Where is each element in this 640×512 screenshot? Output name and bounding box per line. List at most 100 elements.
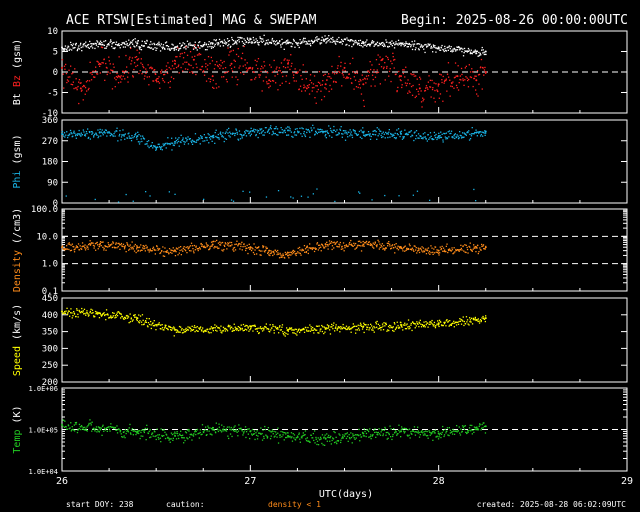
y-axis-label-text: Bt Bz (gsm) bbox=[12, 39, 23, 105]
data-point bbox=[279, 252, 281, 254]
data-point bbox=[80, 311, 82, 314]
data-point bbox=[354, 438, 356, 440]
data-point bbox=[115, 313, 118, 316]
data-anchor-point bbox=[362, 325, 365, 328]
data-point bbox=[116, 44, 118, 46]
data-point bbox=[139, 250, 141, 252]
data-point bbox=[225, 131, 227, 133]
data-point bbox=[169, 143, 171, 145]
data-point bbox=[178, 437, 180, 440]
data-point bbox=[126, 66, 128, 68]
data-point bbox=[353, 434, 355, 436]
data-point bbox=[423, 324, 425, 327]
data-point bbox=[119, 248, 121, 250]
data-point bbox=[454, 430, 457, 432]
data-point bbox=[218, 327, 220, 329]
data-point bbox=[73, 251, 76, 253]
data-point bbox=[244, 328, 246, 330]
data-point bbox=[395, 243, 397, 245]
data-point bbox=[471, 424, 473, 427]
data-point bbox=[460, 67, 463, 70]
data-point bbox=[309, 40, 311, 42]
data-point bbox=[124, 46, 126, 48]
data-point bbox=[111, 134, 113, 136]
data-point bbox=[345, 130, 347, 132]
data-point bbox=[399, 43, 401, 45]
data-point bbox=[480, 66, 482, 68]
data-point bbox=[88, 136, 90, 139]
data-point bbox=[416, 321, 418, 323]
data-point bbox=[428, 44, 430, 46]
data-point bbox=[395, 327, 397, 329]
data-point bbox=[143, 430, 145, 432]
data-point bbox=[309, 74, 312, 76]
data-point bbox=[275, 127, 277, 130]
data-point bbox=[312, 247, 314, 249]
data-point bbox=[424, 326, 426, 328]
data-point bbox=[457, 249, 459, 251]
y-axis-label: Bt Bz (gsm) bbox=[12, 39, 23, 105]
data-point bbox=[224, 72, 226, 74]
data-point bbox=[258, 432, 260, 434]
data-point bbox=[251, 428, 254, 431]
data-point bbox=[298, 46, 300, 49]
data-point bbox=[454, 76, 456, 78]
data-point bbox=[88, 87, 90, 90]
data-point bbox=[410, 136, 412, 138]
data-point bbox=[424, 434, 426, 436]
data-point bbox=[203, 70, 205, 72]
data-point bbox=[179, 141, 181, 143]
data-point bbox=[82, 310, 84, 312]
data-point bbox=[284, 335, 286, 337]
data-point bbox=[451, 431, 453, 433]
data-point bbox=[453, 252, 455, 254]
data-point bbox=[134, 134, 136, 136]
data-point bbox=[100, 46, 103, 48]
data-point bbox=[73, 313, 76, 315]
data-point bbox=[308, 86, 310, 89]
data-point bbox=[66, 245, 68, 247]
data-point bbox=[169, 441, 171, 443]
data-point bbox=[360, 80, 362, 82]
data-point bbox=[482, 315, 484, 318]
data-point bbox=[146, 317, 148, 320]
data-anchor-point bbox=[287, 42, 289, 45]
data-point bbox=[161, 327, 164, 329]
data-point bbox=[183, 331, 186, 333]
data-point bbox=[381, 429, 383, 431]
data-point bbox=[214, 142, 216, 144]
data-point bbox=[93, 43, 95, 45]
data-point bbox=[316, 40, 319, 42]
data-point bbox=[133, 245, 135, 247]
data-point bbox=[326, 79, 328, 81]
data-point bbox=[317, 325, 319, 327]
data-point bbox=[70, 422, 72, 424]
data-point bbox=[261, 439, 264, 441]
data-point bbox=[234, 243, 236, 246]
data-point bbox=[289, 128, 291, 130]
data-point bbox=[124, 245, 126, 247]
data-point bbox=[177, 138, 179, 140]
data-point bbox=[77, 47, 79, 49]
data-point bbox=[439, 246, 441, 248]
data-point bbox=[448, 325, 450, 327]
data-point bbox=[126, 430, 128, 432]
data-point bbox=[312, 42, 314, 44]
data-point bbox=[149, 145, 152, 147]
data-point bbox=[357, 434, 359, 436]
data-point bbox=[227, 242, 229, 244]
data-point bbox=[78, 428, 80, 430]
data-point bbox=[224, 132, 226, 135]
data-point bbox=[177, 49, 180, 52]
data-point bbox=[288, 41, 291, 44]
data-point bbox=[122, 46, 125, 48]
data-anchor-point bbox=[381, 58, 384, 61]
data-point bbox=[370, 438, 372, 440]
data-point bbox=[141, 140, 143, 143]
data-point bbox=[94, 70, 97, 72]
data-point bbox=[249, 437, 251, 440]
data-anchor-point bbox=[437, 249, 440, 252]
data-point bbox=[483, 69, 486, 71]
data-point bbox=[345, 437, 348, 440]
data-point bbox=[286, 327, 288, 329]
